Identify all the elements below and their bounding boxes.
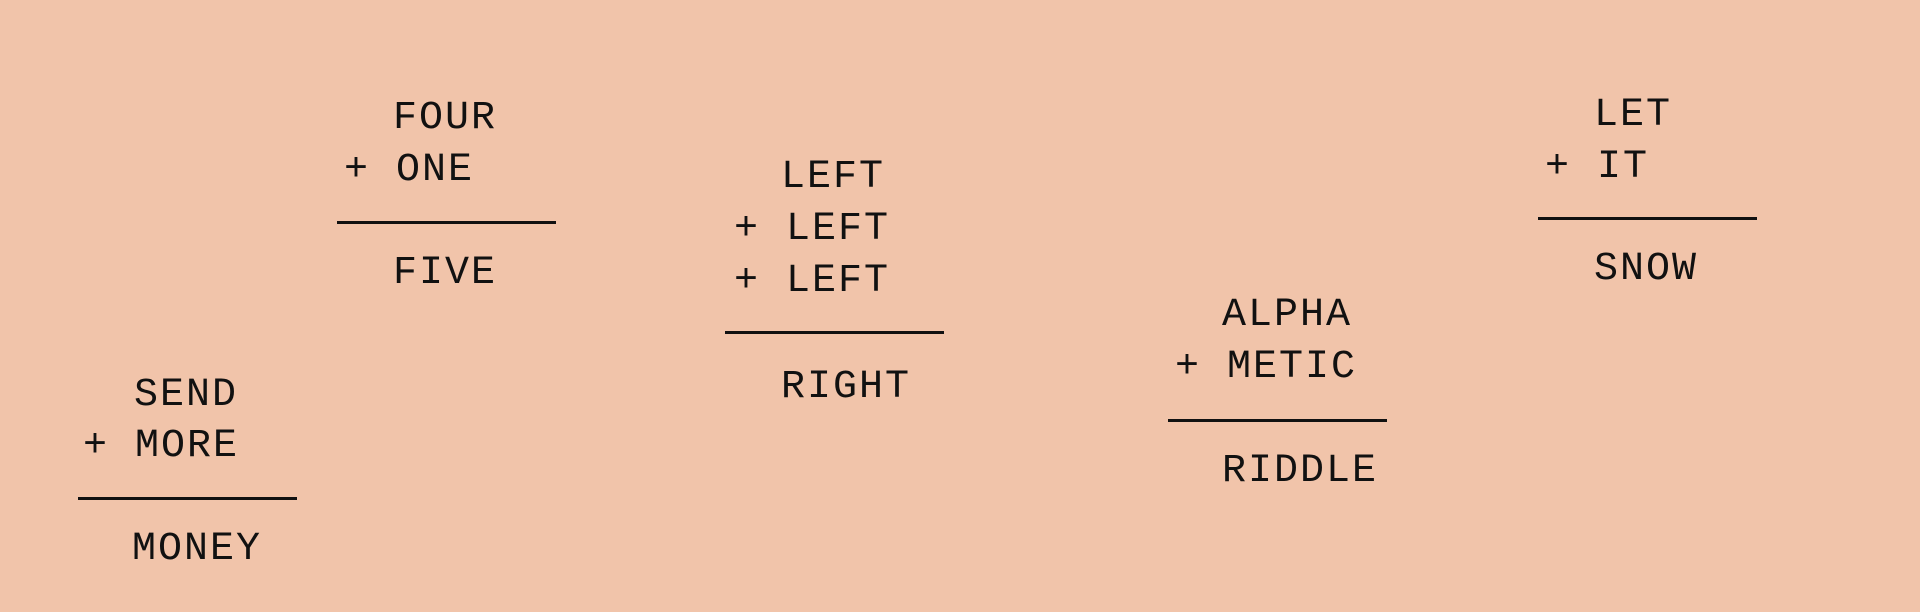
puzzle-operand: + IT bbox=[1545, 145, 1650, 190]
sum-rule bbox=[78, 497, 297, 500]
puzzle-operand: LEFT bbox=[781, 155, 886, 200]
sum-rule bbox=[725, 331, 944, 334]
puzzle-send-more-money: SEND + MORE MONEY bbox=[78, 372, 308, 612]
puzzle-operand: SEND bbox=[134, 373, 239, 418]
puzzle-operand: + METIC bbox=[1175, 345, 1358, 390]
puzzle-result: FIVE bbox=[393, 251, 498, 296]
sum-rule bbox=[1538, 217, 1757, 220]
puzzle-operand: + MORE bbox=[83, 424, 240, 469]
sum-rule bbox=[1168, 419, 1387, 422]
sum-rule bbox=[337, 221, 556, 224]
puzzle-operand: ALPHA bbox=[1222, 293, 1353, 338]
puzzle-result: SNOW bbox=[1594, 247, 1699, 292]
puzzle-operand: + ONE bbox=[344, 148, 475, 193]
puzzle-operand: + LEFT bbox=[734, 259, 891, 304]
puzzle-let-it-snow: LET + IT SNOW bbox=[1538, 92, 1768, 332]
puzzle-result: MONEY bbox=[132, 527, 263, 572]
puzzle-result: RIGHT bbox=[781, 365, 912, 410]
puzzle-four-one-five: FOUR + ONE FIVE bbox=[337, 95, 567, 335]
puzzle-operand: LET bbox=[1594, 93, 1673, 138]
puzzle-result: RIDDLE bbox=[1222, 449, 1379, 494]
puzzle-operand: FOUR bbox=[393, 96, 498, 141]
puzzle-left-left-left-right: LEFT + LEFT + LEFT RIGHT bbox=[725, 154, 955, 414]
puzzle-operand: + LEFT bbox=[734, 207, 891, 252]
puzzle-alpha-metic-riddle: ALPHA + METIC RIDDLE bbox=[1168, 292, 1398, 532]
